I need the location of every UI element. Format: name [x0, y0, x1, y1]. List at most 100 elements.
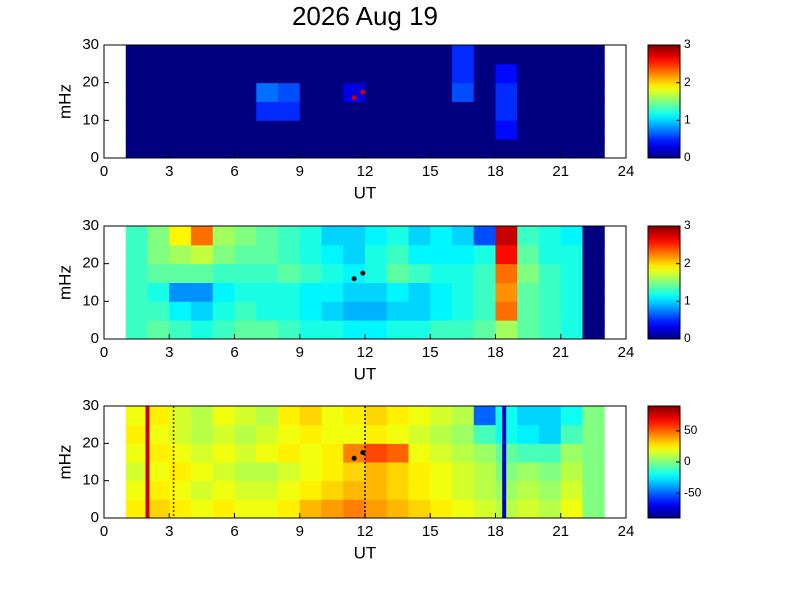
y-tick-label: 20 [82, 255, 99, 272]
heatmap-cell [125, 406, 148, 426]
colorbar-tick-label: 50 [684, 423, 698, 437]
heatmap-cell [169, 63, 192, 84]
heatmap-cell [473, 120, 496, 140]
heatmap-cell [147, 282, 170, 302]
heatmap-cell [191, 443, 214, 463]
heatmap-cell [256, 120, 279, 140]
heatmap-cell [430, 443, 453, 463]
x-tick-label: 6 [230, 163, 238, 180]
heatmap-cell [495, 244, 518, 265]
heatmap-cell [169, 45, 192, 65]
heatmap-cell [452, 120, 475, 140]
heatmap-cell [386, 499, 409, 519]
heatmap-cell [495, 82, 518, 102]
heatmap-cell [408, 406, 431, 426]
heatmap-cell [386, 443, 409, 463]
heatmap-cell [343, 424, 366, 444]
heatmap-cell [125, 244, 148, 265]
heatmap-cell [539, 82, 562, 102]
colorbar [647, 405, 681, 519]
heatmap-cell [430, 301, 453, 321]
heatmap-cell [495, 462, 518, 482]
heatmap-cell [365, 120, 388, 140]
colorbar-tick-label: 2 [684, 75, 691, 89]
heatmap-cell [386, 301, 409, 321]
heatmap-cell [408, 480, 431, 500]
x-tick-label: 15 [422, 163, 439, 180]
heatmap-cell [495, 120, 518, 140]
heatmap-cell [365, 244, 388, 265]
heatmap-cell [495, 499, 518, 519]
heatmap-cell [365, 320, 388, 340]
heatmap-cell [125, 263, 148, 283]
heatmap-cell [517, 320, 540, 340]
heatmap-cell [365, 139, 388, 159]
x-tick-label: 0 [100, 523, 108, 540]
x-tick-label: 18 [487, 344, 504, 361]
heatmap-cell [234, 424, 257, 444]
heatmap-cell [278, 139, 301, 159]
heatmap-cell [365, 480, 388, 500]
heatmap-cell [517, 462, 540, 482]
heatmap-cell [452, 406, 475, 426]
heatmap-cell [147, 320, 170, 340]
heatmap-cell [408, 282, 431, 302]
y-axis-label: mHz [55, 265, 74, 300]
heatmap-cell [539, 282, 562, 302]
heatmap-cell [517, 480, 540, 500]
heatmap-cell [408, 244, 431, 265]
heatmap-cell [299, 282, 322, 302]
heatmap-cell [452, 301, 475, 321]
heatmap-cell [539, 120, 562, 140]
heatmap-cell [539, 101, 562, 121]
heatmap-cell [191, 301, 214, 321]
heatmap-cell [365, 82, 388, 102]
heatmap-cell [212, 301, 235, 321]
heatmap-cell [517, 424, 540, 444]
heatmap-cell [452, 443, 475, 463]
heatmap-cell [234, 63, 257, 84]
heatmap-cell [430, 139, 453, 159]
heatmap-cell [147, 139, 170, 159]
y-tick-label: 10 [82, 472, 99, 489]
heatmap-cell [147, 499, 170, 519]
heatmap-cell [495, 226, 518, 246]
heatmap-cell [212, 45, 235, 65]
heatmap-cell [473, 82, 496, 102]
marker [360, 270, 366, 276]
heatmap-cell [125, 443, 148, 463]
heatmap-cell [125, 480, 148, 500]
heatmap-cell [517, 244, 540, 265]
heatmap-cell [386, 82, 409, 102]
heatmap-cell [430, 120, 453, 140]
chart-title: 2026 Aug 19 [292, 1, 438, 31]
heatmap-cell [517, 263, 540, 283]
heatmap-cell [321, 406, 344, 426]
y-tick-label: 20 [82, 74, 99, 91]
heatmap-cell [343, 406, 366, 426]
heatmap-cell [582, 443, 605, 463]
heatmap-cell [539, 320, 562, 340]
heatmap-cell [234, 226, 257, 246]
heatmap-cell [169, 424, 192, 444]
heatmap-cell [299, 120, 322, 140]
heatmap-cell [343, 443, 366, 463]
heatmap-cell [278, 226, 301, 246]
x-axis-label: UT [354, 183, 377, 202]
heatmap-cell [560, 101, 583, 121]
colorbar-tick-label: 0 [684, 454, 691, 468]
x-tick-label: 9 [296, 344, 304, 361]
heatmap-cell [430, 45, 453, 65]
heatmap-cell [517, 406, 540, 426]
heatmap-cell [430, 63, 453, 84]
heatmap-cell [256, 424, 279, 444]
heatmap-cell [147, 301, 170, 321]
heatmap-cell [299, 499, 322, 519]
x-tick-label: 0 [100, 163, 108, 180]
heatmap-cell [386, 480, 409, 500]
heatmap-cell [256, 226, 279, 246]
heatmap-cell [473, 462, 496, 482]
heatmap-cell [582, 301, 605, 321]
heatmap-cell [278, 443, 301, 463]
